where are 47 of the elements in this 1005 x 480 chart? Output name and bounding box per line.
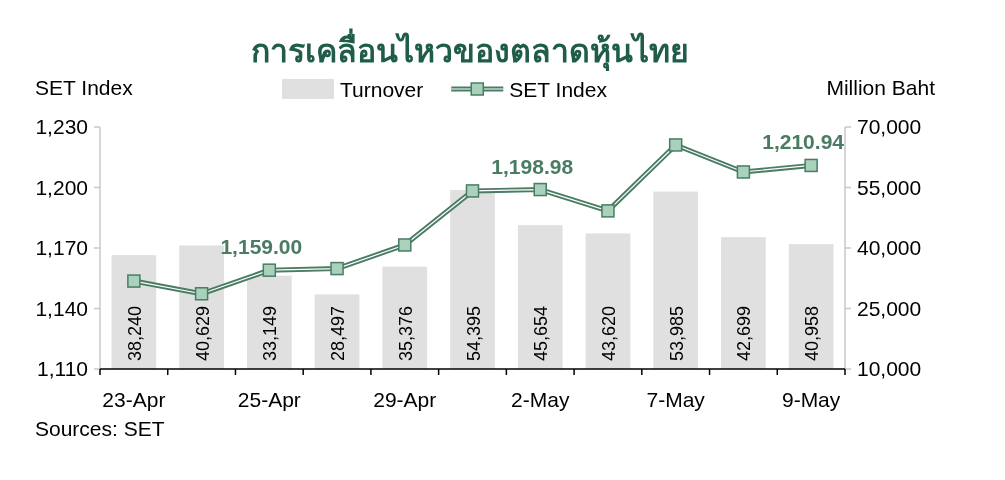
point (533, 182, 547, 197)
data-label: 40,629 (192, 305, 213, 361)
data-label: 53,985 (666, 305, 687, 361)
point (668, 138, 683, 152)
y-tick-label: 1,230 (35, 115, 88, 138)
data-label: 33,149 (260, 305, 281, 361)
x-tick-label: 25-Apr (237, 388, 301, 411)
data-label: 1,198.98 (491, 154, 574, 178)
legend-label: Turnover (340, 78, 424, 101)
point (736, 165, 751, 179)
x-tick-label: 9-May (781, 388, 841, 411)
y2-tick-label: 70,000 (857, 115, 922, 138)
data-label: 28,497 (328, 305, 349, 361)
source-note: Sources: SET (35, 417, 165, 440)
y2-tick-label: 25,000 (857, 296, 922, 320)
y2-tick-label: 40,000 (857, 236, 922, 259)
point (262, 263, 277, 277)
data-label: 40,958 (802, 305, 823, 361)
point (465, 184, 480, 198)
data-label: 1,159.00 (220, 235, 303, 259)
data-label: 54,395 (463, 305, 484, 361)
data-label: 43,620 (598, 305, 619, 361)
y2-tick-label: 55,000 (857, 175, 922, 199)
y2-tick-label: 10,000 (857, 357, 922, 380)
y-tick-label: 1,140 (35, 296, 88, 320)
x-tick-label: 29-Apr (373, 388, 437, 411)
point (194, 287, 209, 301)
y-axis-title: SET Index (35, 76, 134, 99)
y-tick-label: 1,110 (37, 357, 88, 380)
y2-axis-title: Million Baht (826, 76, 936, 99)
x-tick-label: 7-May (646, 388, 706, 411)
data-label: 45,654 (531, 305, 552, 361)
point (330, 261, 344, 276)
data-label: 1,210.94 (762, 130, 845, 154)
y-tick-label: 1,170 (35, 236, 88, 259)
data-label: 42,699 (734, 305, 755, 361)
data-label: 35,376 (395, 305, 416, 361)
legend-label: SET Index (509, 78, 608, 101)
y-tick-label: 1,200 (35, 175, 88, 199)
x-tick-label: 23-Apr (102, 388, 166, 411)
point (398, 238, 412, 252)
point (601, 204, 615, 218)
point (804, 158, 818, 173)
data-label: 38,240 (124, 305, 145, 361)
x-tick-label: 2-May (511, 388, 570, 411)
point (127, 274, 141, 288)
chart-title: การเคลื่อนไหวของตลาดหุ้นไทย (251, 28, 689, 72)
